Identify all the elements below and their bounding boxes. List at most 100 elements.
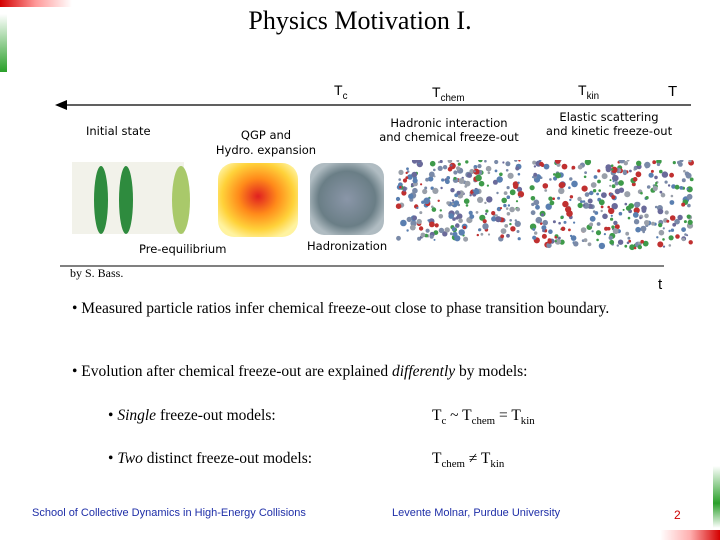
bullet-single-freeze-out: • Single freeze-out models:	[108, 407, 276, 424]
particle	[456, 190, 461, 195]
particle	[452, 231, 458, 237]
credit: by S. Bass.	[70, 266, 124, 280]
particle	[657, 208, 664, 215]
particle	[541, 225, 547, 231]
particle	[596, 222, 601, 226]
two-freeze-out-relation: Tchem ≠ Tkin	[432, 450, 505, 471]
particle	[591, 230, 594, 233]
particle	[609, 239, 615, 245]
particle	[450, 164, 453, 167]
particle	[583, 175, 587, 179]
particle	[492, 179, 498, 185]
hadronization-blob	[310, 163, 384, 235]
particle	[425, 177, 429, 182]
particle	[515, 207, 521, 212]
particle	[533, 199, 540, 206]
temperature-arrow	[55, 100, 691, 110]
particle	[580, 200, 583, 204]
particle	[633, 207, 640, 214]
particle	[554, 236, 558, 239]
particle	[666, 219, 670, 223]
particle	[465, 160, 469, 164]
particle	[683, 220, 687, 224]
particle	[681, 237, 686, 242]
particle	[455, 223, 460, 228]
particle	[569, 195, 574, 199]
particle	[640, 191, 643, 195]
particle	[674, 218, 680, 225]
particle	[484, 201, 487, 205]
corner-accent-green	[0, 14, 7, 72]
particle	[656, 162, 661, 167]
hadronization-label: Hadronization	[307, 239, 388, 253]
particle	[429, 234, 434, 239]
particle	[424, 233, 429, 238]
particle	[681, 202, 686, 207]
particle	[433, 168, 436, 172]
particle	[678, 162, 683, 167]
particle	[687, 203, 691, 208]
particle	[431, 205, 434, 209]
particle	[685, 172, 692, 179]
particle	[516, 186, 523, 193]
particle	[473, 168, 480, 175]
corner-accent-green-right	[713, 466, 720, 528]
particle	[517, 237, 521, 241]
particle	[509, 206, 515, 213]
particle	[473, 188, 480, 195]
particle	[437, 199, 440, 202]
particle	[637, 244, 642, 250]
particle	[506, 233, 510, 238]
particle	[639, 216, 642, 220]
particle	[603, 233, 607, 236]
particle	[609, 179, 612, 182]
particle	[405, 171, 408, 175]
particle	[439, 160, 443, 164]
particle	[535, 204, 540, 210]
kinetic-gas	[529, 160, 694, 251]
particle	[608, 235, 613, 240]
particle	[651, 221, 655, 226]
particle	[623, 161, 628, 166]
particle	[646, 185, 651, 189]
particle	[500, 228, 507, 234]
particle	[636, 160, 642, 166]
particle	[668, 235, 674, 241]
particle	[641, 205, 647, 212]
particle	[506, 195, 511, 199]
particle	[618, 160, 625, 164]
particle	[589, 190, 594, 196]
particle	[563, 220, 567, 224]
particle	[635, 171, 642, 178]
particle	[617, 239, 624, 245]
particle	[506, 212, 511, 216]
particle	[602, 213, 608, 220]
particle	[598, 242, 606, 250]
particle	[584, 160, 592, 166]
particle	[618, 180, 624, 186]
particle	[635, 201, 641, 207]
particle	[607, 205, 610, 209]
particle	[491, 211, 496, 216]
particle	[485, 212, 488, 215]
particle	[542, 183, 549, 189]
particle	[396, 235, 401, 241]
particle	[409, 224, 416, 231]
particle	[554, 240, 557, 243]
particle	[540, 213, 545, 217]
particle	[686, 187, 689, 190]
particle	[582, 200, 586, 203]
particle	[625, 205, 632, 211]
particle	[598, 189, 601, 192]
particle	[632, 177, 638, 182]
particle	[614, 181, 619, 186]
particle	[552, 220, 556, 224]
slide-title: Physics Motivation I.	[248, 6, 472, 35]
particle	[506, 186, 510, 190]
particle	[401, 190, 407, 196]
nucleus-left	[94, 166, 108, 234]
particle	[450, 188, 455, 193]
particle	[514, 220, 521, 227]
particle	[542, 229, 545, 233]
particle	[517, 172, 521, 176]
